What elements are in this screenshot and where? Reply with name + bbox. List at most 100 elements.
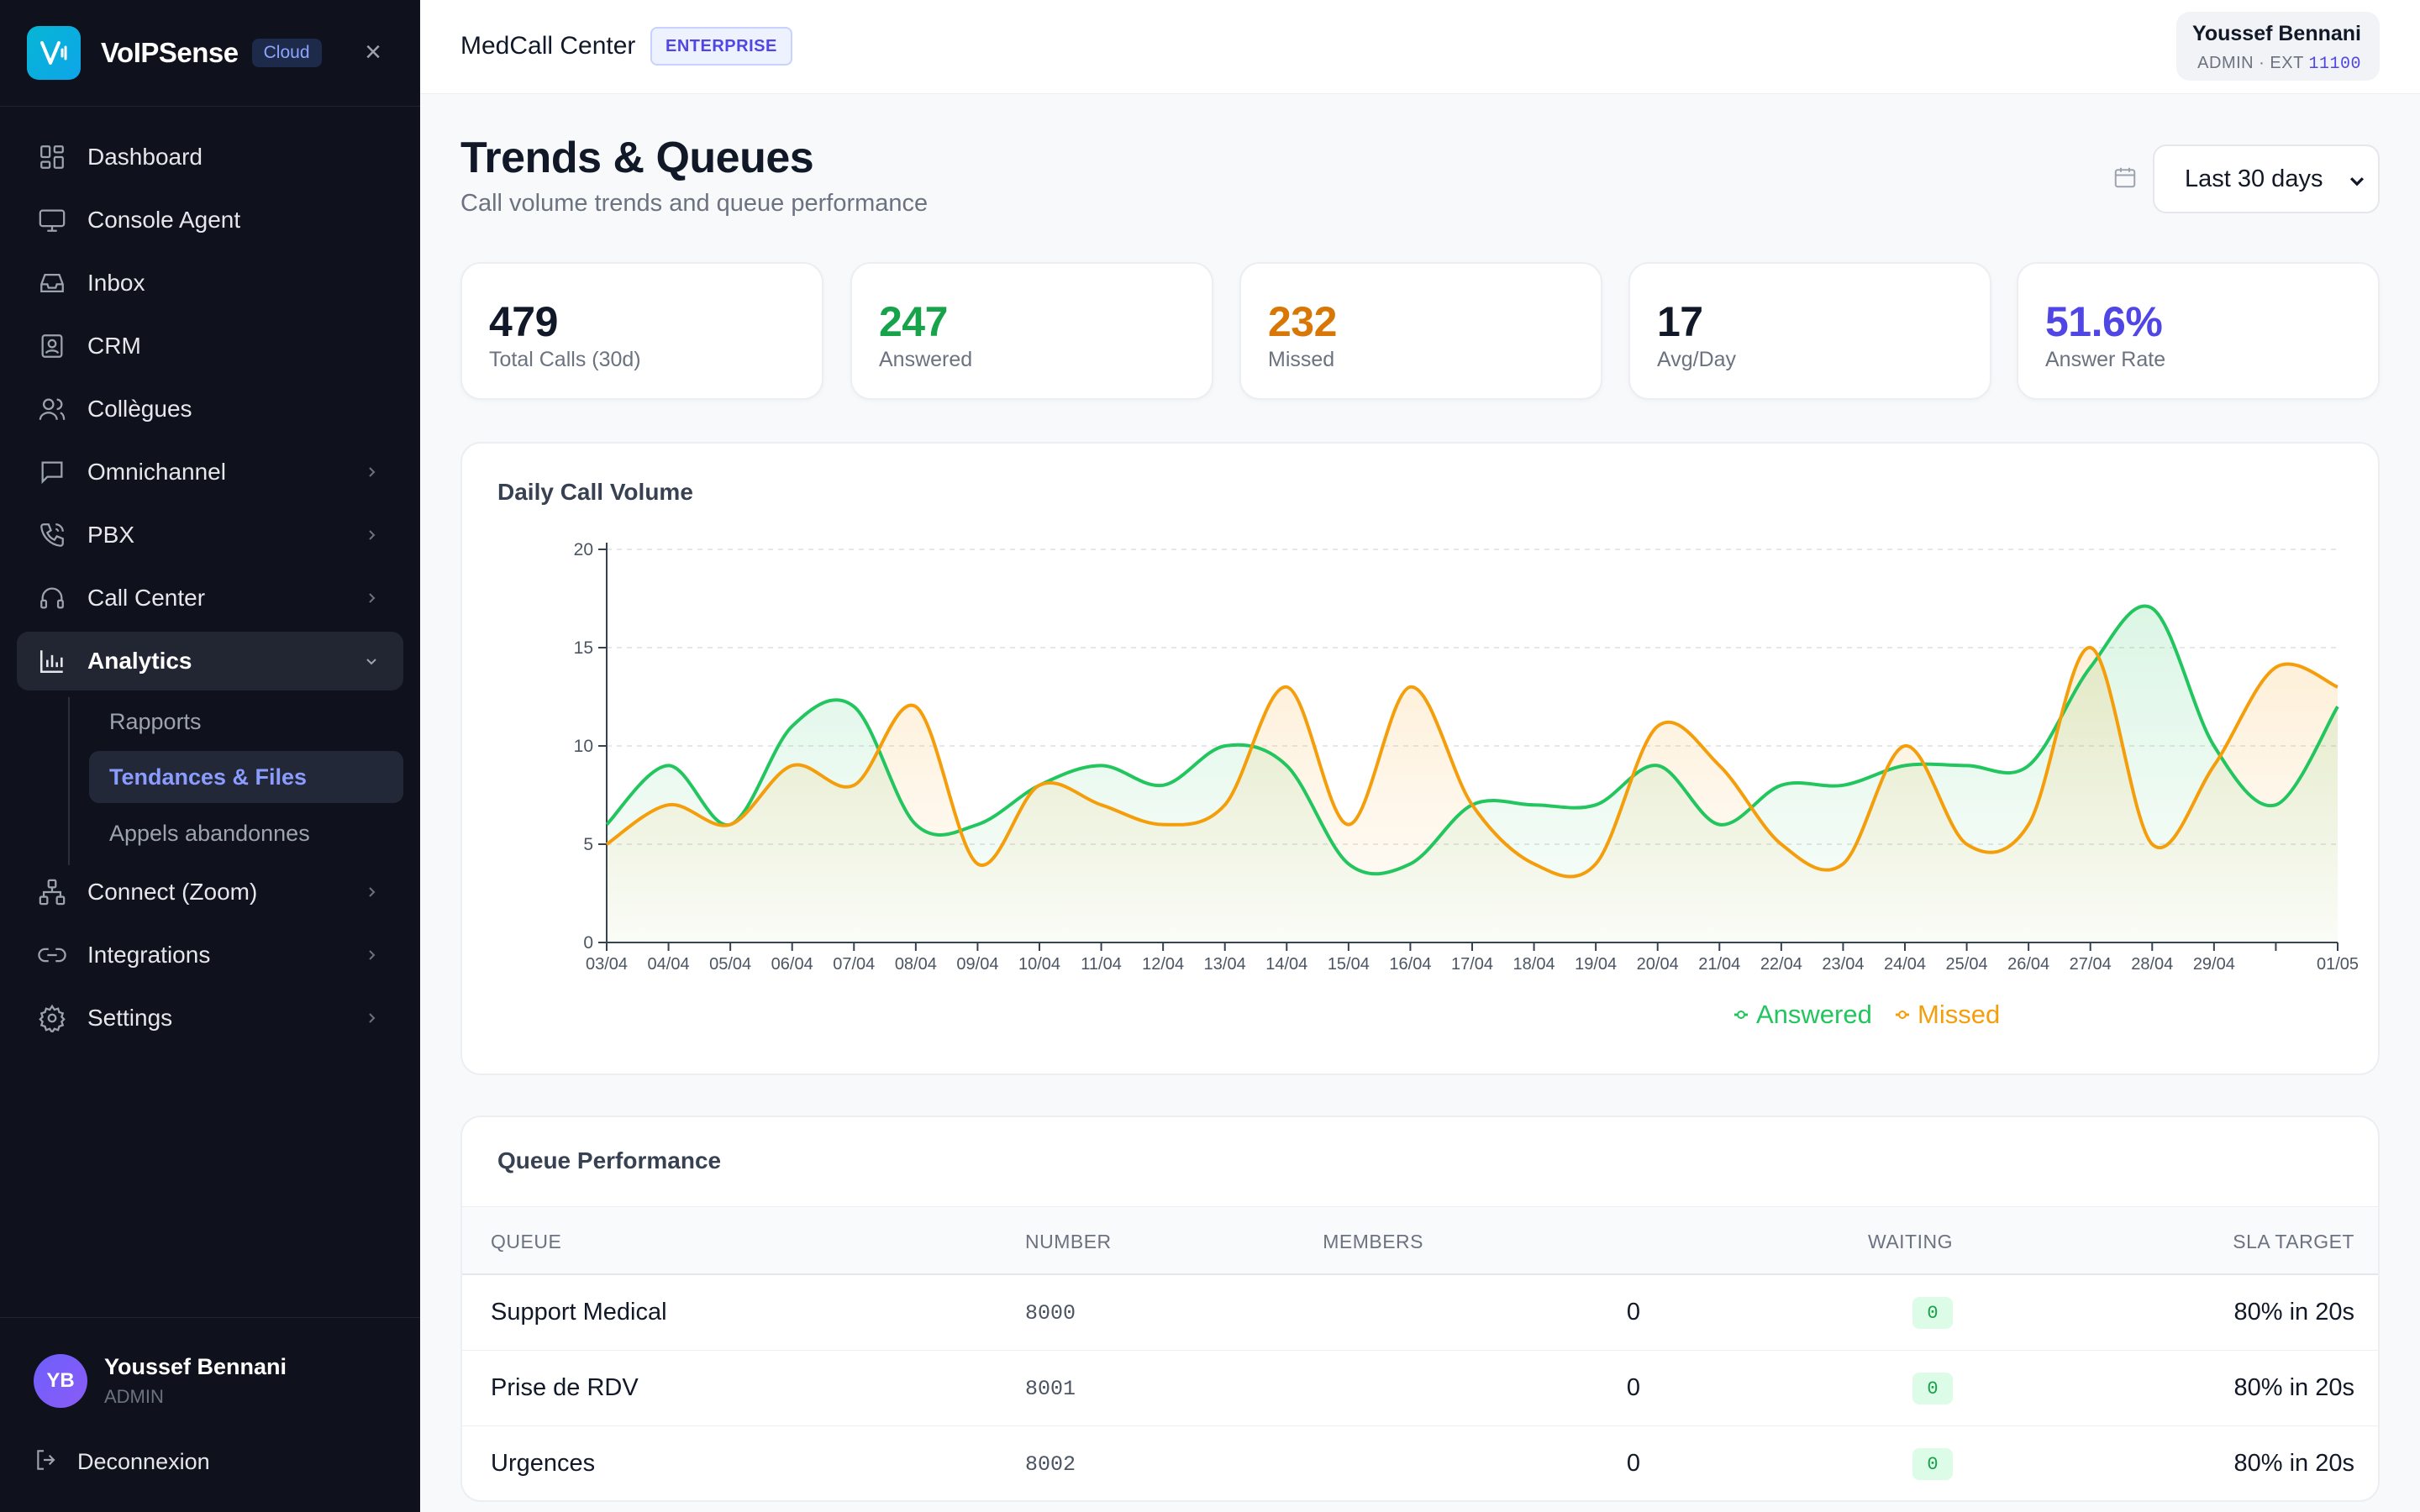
x-tick-label: 11/04 xyxy=(1081,955,1122,974)
x-tick-label: 18/04 xyxy=(1513,955,1555,974)
column-header-members[interactable]: MEMBERS xyxy=(1323,1231,1423,1252)
sidebar-user-role: ADMIN xyxy=(104,1386,164,1407)
sidebar-item-omnichannel[interactable]: Omnichannel xyxy=(17,443,403,501)
legend-item-missed: Missed xyxy=(1896,1000,2000,1029)
x-tick-label: 21/04 xyxy=(1698,955,1740,974)
logout-label: Deconnexion xyxy=(77,1448,210,1474)
queue-sla: 80% in 20s xyxy=(2233,1374,2355,1401)
sidebar-item-pbx[interactable]: PBX xyxy=(17,506,403,564)
chevron-right-icon xyxy=(361,945,381,965)
kpi-card-answered: 247 Answered xyxy=(850,262,1213,400)
kpi-value: 232 xyxy=(1268,298,1337,345)
x-tick-label: 25/04 xyxy=(1946,955,1988,974)
x-tick-label: 07/04 xyxy=(833,955,875,974)
kpi-value: 247 xyxy=(879,298,948,345)
sidebar-item-analytics[interactable]: Analytics xyxy=(17,632,403,690)
sidebar-item-label: Call Center xyxy=(87,585,206,611)
sidebar-item-integrations[interactable]: Integrations xyxy=(17,926,403,984)
x-tick-label: 10/04 xyxy=(1018,955,1060,974)
y-tick-label: 0 xyxy=(583,933,593,953)
chart-title: Daily Call Volume xyxy=(497,479,693,505)
x-tick-label: 05/04 xyxy=(709,955,751,974)
y-tick-label: 20 xyxy=(574,540,593,559)
sidebar-subitem-label: Appels abandonnes xyxy=(109,820,310,846)
x-tick-label: 03/04 xyxy=(586,955,628,974)
plan-badge: ENTERPRISE xyxy=(650,27,792,66)
user-extension: 11100 xyxy=(2308,55,2361,74)
x-tick-label: 15/04 xyxy=(1328,955,1370,974)
legend-item-answered: Answered xyxy=(1734,1000,1872,1029)
sidebar-item-inbox[interactable]: Inbox xyxy=(17,254,403,312)
chevron-right-icon xyxy=(361,525,381,545)
table-row[interactable]: Urgences 8002 0 0 80% in 20s xyxy=(462,1426,2378,1500)
sidebar-subitem-appels-abandonnes[interactable]: Appels abandonnes xyxy=(89,807,403,859)
sidebar-item-call-center[interactable]: Call Center xyxy=(17,569,403,627)
x-tick-label: 24/04 xyxy=(1884,955,1926,974)
y-tick-label: 10 xyxy=(574,737,593,756)
user-meta: ADMIN · EXT 11100 xyxy=(2197,54,2361,74)
link-icon xyxy=(35,938,69,972)
sidebar-item-settings[interactable]: Settings xyxy=(17,989,403,1047)
column-header-queue[interactable]: QUEUE xyxy=(491,1231,562,1252)
sidebar-item-console-agent[interactable]: Console Agent xyxy=(17,191,403,249)
legend-marker-dot xyxy=(1898,1011,1907,1019)
gear-icon xyxy=(35,1001,69,1035)
sidebar-item-label: Console Agent xyxy=(87,207,241,233)
page-subtitle: Call volume trends and queue performance xyxy=(460,190,929,217)
waiting-badge: 0 xyxy=(1912,1297,1953,1329)
sidebar-item-label: Connect (Zoom) xyxy=(87,879,258,905)
legend-marker-dot xyxy=(1737,1011,1745,1019)
sidebar-item-label: Integrations xyxy=(87,942,211,968)
sidebar-subitem-rapports[interactable]: Rapports xyxy=(89,696,403,748)
sidebar: VoIPSense Cloud × Dashboard Console Agen… xyxy=(0,0,420,1512)
user-role-ext: ADMIN · EXT xyxy=(2197,54,2309,72)
sidebar-item-dashboard[interactable]: Dashboard xyxy=(17,128,403,186)
brand-tag: Cloud xyxy=(251,39,322,67)
column-header-number[interactable]: NUMBER xyxy=(1025,1231,1112,1252)
queue-sla: 80% in 20s xyxy=(2233,1299,2355,1326)
table-row[interactable]: Support Medical 8000 0 0 80% in 20s xyxy=(462,1275,2378,1351)
x-tick-label: 17/04 xyxy=(1451,955,1493,974)
avatar[interactable]: YB xyxy=(34,1354,87,1408)
date-range-select[interactable]: Last 30 days xyxy=(2153,144,2380,213)
sidebar-subitem-tendances[interactable]: Tendances & Files xyxy=(89,751,403,803)
x-tick-label: 23/04 xyxy=(1822,955,1864,974)
queue-members: 0 xyxy=(1626,1299,1640,1326)
sidebar-item-crm[interactable]: CRM xyxy=(17,317,403,375)
column-header-sla-target[interactable]: SLA TARGET xyxy=(2233,1231,2354,1252)
org-name: MedCall Center xyxy=(460,32,636,60)
y-tick-label: 5 xyxy=(583,835,593,854)
x-tick-label: 09/04 xyxy=(956,955,998,974)
kpi-label: Total Calls (30d) xyxy=(489,348,641,371)
x-tick-label: 14/04 xyxy=(1265,955,1307,974)
contact-icon xyxy=(35,329,69,363)
table-row[interactable]: Prise de RDV 8001 0 0 80% in 20s xyxy=(462,1351,2378,1426)
sidebar-item-connect-zoom[interactable]: Connect (Zoom) xyxy=(17,863,403,921)
legend-label: Missed xyxy=(1918,1000,2000,1029)
chevron-right-icon xyxy=(361,588,381,608)
sidebar-item-label: CRM xyxy=(87,333,141,359)
column-header-waiting[interactable]: WAITING xyxy=(1867,1231,1953,1252)
waiting-badge: 0 xyxy=(1912,1373,1953,1404)
logout-button[interactable]: Deconnexion xyxy=(34,1443,210,1480)
close-icon[interactable]: × xyxy=(365,36,381,68)
chat-icon xyxy=(35,455,69,489)
queue-name: Support Medical xyxy=(491,1299,667,1326)
kpi-value: 17 xyxy=(1657,298,1703,345)
sidebar-item-label: Dashboard xyxy=(87,144,203,170)
queue-number: 8001 xyxy=(1025,1377,1076,1401)
x-tick-label: 29/04 xyxy=(2193,955,2235,974)
kpi-card-answer-rate: 51.6% Answer Rate xyxy=(2017,262,2380,400)
chevron-down-icon xyxy=(2348,171,2366,194)
divider xyxy=(0,106,420,107)
queue-name: Prise de RDV xyxy=(491,1374,639,1401)
user-menu[interactable]: Youssef Bennani ADMIN · EXT 11100 xyxy=(2176,12,2380,81)
sidebar-item-collegues[interactable]: Collègues xyxy=(17,380,403,438)
series-line-missed xyxy=(605,646,2338,879)
sidebar-item-label: Omnichannel xyxy=(87,459,226,485)
waiting-badge: 0 xyxy=(1912,1448,1953,1480)
kpi-card-missed: 232 Missed xyxy=(1239,262,1602,400)
x-tick-label: 26/04 xyxy=(2007,955,2049,974)
kpi-card-total-calls: 479 Total Calls (30d) xyxy=(460,262,823,400)
brand[interactable]: VoIPSense Cloud xyxy=(27,25,322,81)
